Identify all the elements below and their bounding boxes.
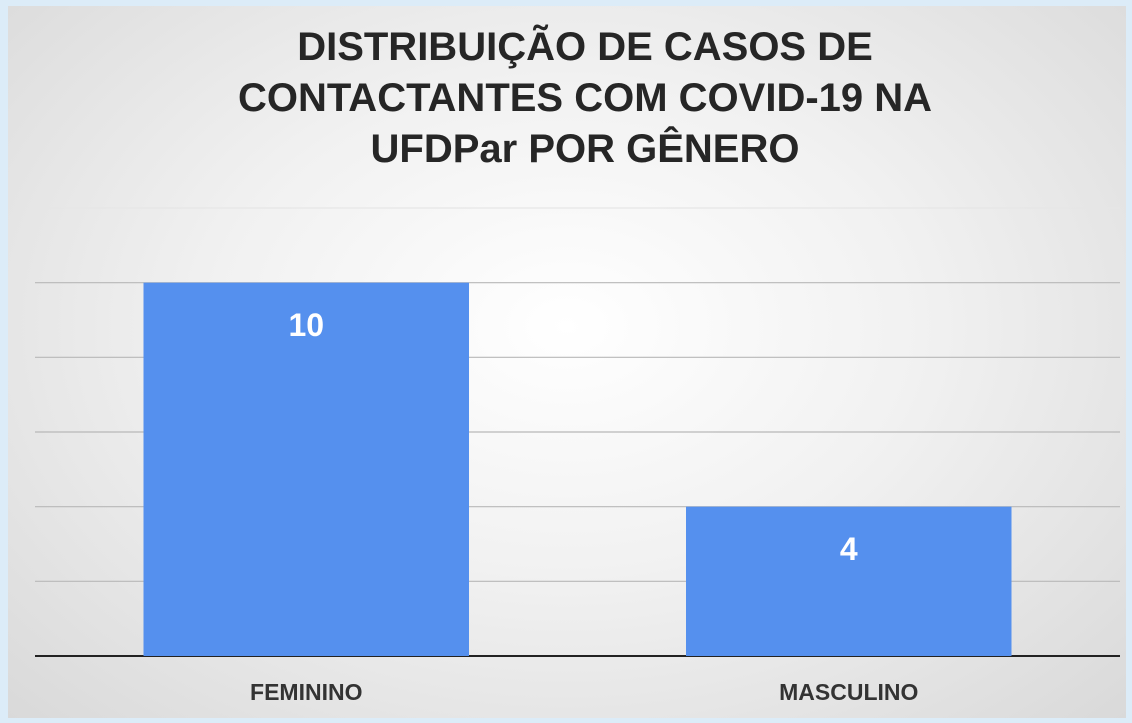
- bar: [686, 506, 1012, 656]
- x-tick-label: FEMININO: [250, 679, 362, 705]
- x-tick-label: MASCULINO: [779, 679, 918, 705]
- chart-title: DISTRIBUIÇÃO DE CASOS DE CONTACTANTES CO…: [237, 25, 933, 171]
- bar: [143, 282, 469, 656]
- value-label: 10: [288, 307, 324, 343]
- value-label: 4: [840, 531, 858, 567]
